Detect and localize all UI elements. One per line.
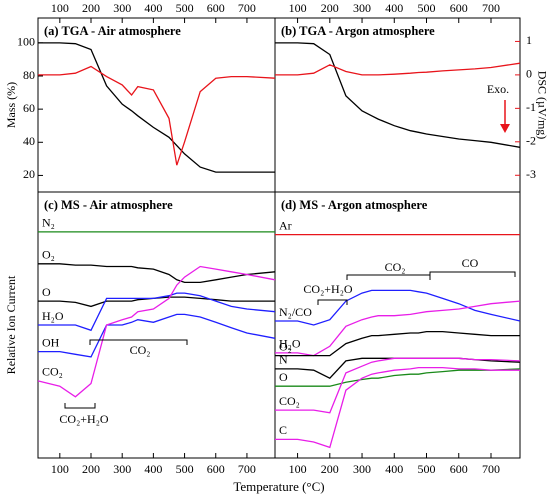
x-tick-label: 700: [482, 462, 500, 476]
x-tick-label: 400: [385, 462, 403, 476]
y-axis-label: Mass (%): [4, 82, 18, 128]
x-tick-label: 200: [321, 1, 339, 15]
x-tick-label: 100: [289, 462, 307, 476]
series-line: [275, 330, 520, 357]
annotation: CO₂+H₂O: [59, 412, 108, 426]
bracket: [346, 274, 431, 280]
series-line: [275, 368, 521, 387]
series-line: [38, 263, 276, 284]
y2-axis-label: DSC (µV/mg): [535, 71, 549, 140]
x-tick-label: 500: [418, 1, 436, 15]
y-tick-label: 80: [23, 68, 35, 82]
annotation: CO₂: [385, 260, 406, 274]
series-line: [38, 313, 276, 358]
x-tick-label: 700: [238, 1, 256, 15]
series-line: [38, 65, 276, 166]
series-line: [275, 42, 521, 148]
x-tick-label: 200: [321, 462, 339, 476]
series-line: [275, 62, 521, 76]
x-tick-label: 500: [176, 1, 194, 15]
x-axis-label: Temperature (°C): [233, 479, 324, 494]
y2-tick-label: -1: [526, 100, 536, 114]
x-tick-label: 400: [385, 1, 403, 15]
x-tick-label: 300: [353, 1, 371, 15]
annotation: CO: [462, 256, 479, 270]
bracket: [317, 299, 348, 305]
x-tick-label: 700: [238, 462, 256, 476]
x-tick-label: 400: [144, 1, 162, 15]
series-label: CO₂: [42, 365, 63, 379]
bracket: [64, 403, 96, 409]
x-tick-label: 600: [450, 462, 468, 476]
series-line: [38, 292, 276, 332]
series-label: N₂: [42, 216, 55, 230]
x-tick-label: 500: [418, 462, 436, 476]
y-axis-label: Relative Ion Current: [4, 275, 18, 374]
y2-tick-label: 0: [526, 67, 532, 81]
bracket: [429, 271, 516, 277]
frame: [37, 17, 521, 459]
x-tick-label: 500: [176, 462, 194, 476]
series-line: [275, 357, 521, 414]
series-line: [38, 42, 275, 173]
bracket: [89, 339, 188, 345]
x-tick-label: 600: [207, 1, 225, 15]
series-label: C: [279, 423, 287, 437]
series-label: O₂: [279, 339, 292, 353]
series-label: H₂O: [279, 337, 301, 351]
series-label: O: [42, 285, 51, 299]
y2-tick-label: -2: [526, 134, 536, 148]
x-tick-label: 100: [51, 1, 69, 15]
series-line: [275, 300, 521, 357]
annotation: CO₂: [130, 343, 151, 357]
series-line: [275, 289, 521, 326]
panel-title: (b) TGA - Argon atmosphere: [281, 24, 435, 38]
y2-tick-label: -3: [526, 167, 536, 181]
x-tick-label: 600: [207, 462, 225, 476]
x-tick-label: 100: [51, 462, 69, 476]
x-tick-label: 300: [113, 1, 131, 15]
series-label: O: [279, 370, 288, 384]
y2-tick-label: 1: [526, 33, 532, 47]
y-tick-label: 100: [17, 35, 35, 49]
series-line: [37, 265, 276, 398]
x-tick-label: 100: [289, 1, 307, 15]
y-tick-label: 20: [23, 167, 35, 181]
x-tick-label: 200: [82, 462, 100, 476]
annotation: Exo.: [487, 82, 509, 96]
series-label: O₂: [42, 248, 55, 262]
x-tick-label: 300: [113, 462, 131, 476]
series-label: OH: [42, 335, 60, 349]
x-tick-label: 200: [82, 1, 100, 15]
series-label: N₂/CO: [279, 305, 312, 319]
series-line: [275, 366, 520, 449]
series-label: N: [279, 353, 288, 367]
y-tick-label: 40: [23, 134, 35, 148]
series-label: CO₂: [279, 394, 300, 408]
x-tick-label: 400: [144, 462, 162, 476]
series-label: Ar: [279, 218, 292, 232]
y-tick-label: 60: [23, 101, 35, 115]
panel-title: (d) MS - Argon atmosphere: [281, 198, 428, 212]
panel-title: (a) TGA - Air atmosphere: [44, 24, 181, 38]
panel-title: (c) MS - Air atmosphere: [44, 198, 173, 212]
x-tick-label: 700: [482, 1, 500, 15]
series-label: H₂O: [42, 309, 64, 323]
x-tick-label: 600: [450, 1, 468, 15]
x-tick-label: 300: [353, 462, 371, 476]
annotation: CO₂+H₂O: [303, 282, 352, 296]
exo-arrow-head: [500, 124, 510, 133]
